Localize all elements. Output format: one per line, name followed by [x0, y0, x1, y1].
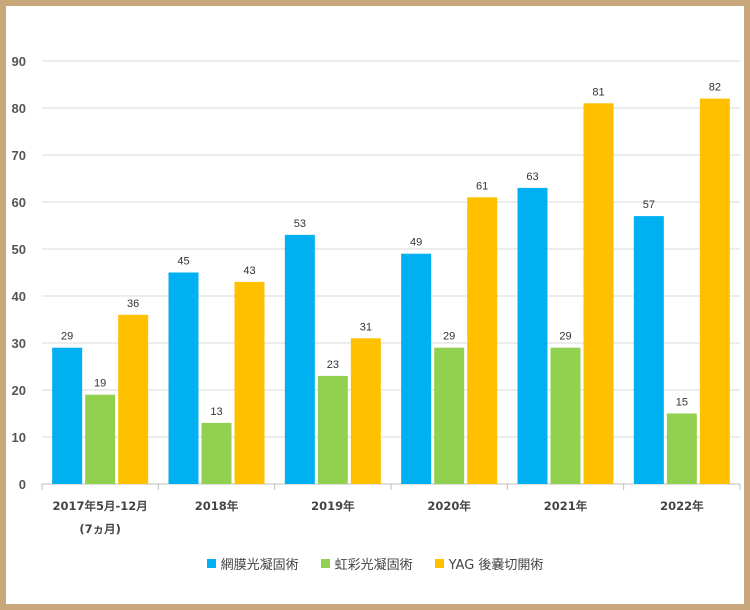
bar — [284, 234, 315, 484]
bar — [666, 413, 697, 484]
data-label: 53 — [294, 218, 306, 230]
bars — [52, 98, 730, 485]
data-label: 61 — [476, 180, 488, 192]
y-tick-label: 80 — [12, 101, 26, 116]
legend-swatch — [206, 559, 216, 568]
bar — [52, 347, 83, 484]
legend-label: 網膜光凝固術 — [220, 558, 299, 573]
bar — [550, 347, 581, 484]
x-tick-label: 2018年 — [195, 499, 239, 513]
y-tick-label: 0 — [19, 477, 26, 492]
data-label: 23 — [327, 359, 339, 371]
bar — [85, 394, 116, 484]
bar — [118, 314, 149, 484]
bar — [699, 98, 730, 484]
data-label: 81 — [592, 86, 604, 98]
x-tick-label: (7ヵ月) — [79, 522, 121, 536]
bar — [467, 197, 498, 485]
bar — [168, 272, 199, 484]
y-tick-label: 10 — [12, 430, 26, 445]
bar — [583, 103, 614, 485]
x-tick-label: 2019年 — [311, 499, 355, 513]
y-tick-label: 40 — [12, 289, 26, 304]
legend-swatch — [320, 559, 330, 568]
data-label: 63 — [526, 171, 538, 183]
x-tick-label: 2022年 — [660, 499, 704, 513]
y-tick-label: 90 — [12, 54, 26, 69]
x-tick-label: 2021年 — [544, 499, 588, 513]
bar — [633, 216, 664, 484]
x-tick-label: 2020年 — [427, 499, 471, 513]
y-tick-label: 20 — [12, 383, 26, 398]
bar — [401, 253, 432, 484]
data-label: 49 — [410, 237, 422, 249]
data-label: 29 — [61, 331, 73, 343]
legend-label: 虹彩光凝固術 — [334, 558, 413, 573]
data-label: 43 — [243, 265, 255, 277]
data-label: 31 — [360, 321, 372, 333]
bar — [350, 338, 381, 484]
legend-item: 虹彩光凝固術 — [320, 554, 413, 573]
bar — [434, 347, 465, 484]
legend: 網膜光凝固術 虹彩光凝固術 YAG 後嚢切開術 — [0, 554, 750, 573]
y-tick-label: 60 — [12, 195, 26, 210]
data-label: 19 — [94, 378, 106, 390]
axes — [41, 483, 741, 490]
y-tick-label: 50 — [12, 242, 26, 257]
data-label: 45 — [177, 256, 189, 268]
legend-item: YAG 後嚢切開術 — [434, 554, 544, 573]
bar — [234, 281, 265, 484]
legend-item: 網膜光凝固術 — [206, 554, 299, 573]
data-label: 82 — [709, 82, 721, 94]
data-label: 13 — [210, 406, 222, 418]
gridlines — [42, 60, 740, 438]
y-tick-label: 30 — [12, 336, 26, 351]
data-label: 57 — [643, 199, 655, 211]
data-label: 29 — [559, 331, 571, 343]
bar — [201, 422, 232, 484]
x-tick-label: 2017年5月-12月 — [53, 499, 148, 513]
data-label: 36 — [127, 298, 139, 310]
labels: 0 10 20 30 40 50 60 70 80 90 29 19 36 2017年5月-12月 (7ヵ月… — [12, 54, 721, 536]
data-label: 29 — [443, 331, 455, 343]
legend-swatch — [434, 559, 444, 568]
data-label: 15 — [676, 397, 688, 409]
bar-chart: 0 10 20 30 40 50 60 70 80 90 29 19 36 2017年5月-12月 (7ヵ月… — [12, 54, 741, 536]
bar — [317, 375, 348, 484]
legend-label: YAG 後嚢切開術 — [448, 558, 544, 573]
y-tick-label: 70 — [12, 148, 26, 163]
bar — [517, 187, 548, 484]
